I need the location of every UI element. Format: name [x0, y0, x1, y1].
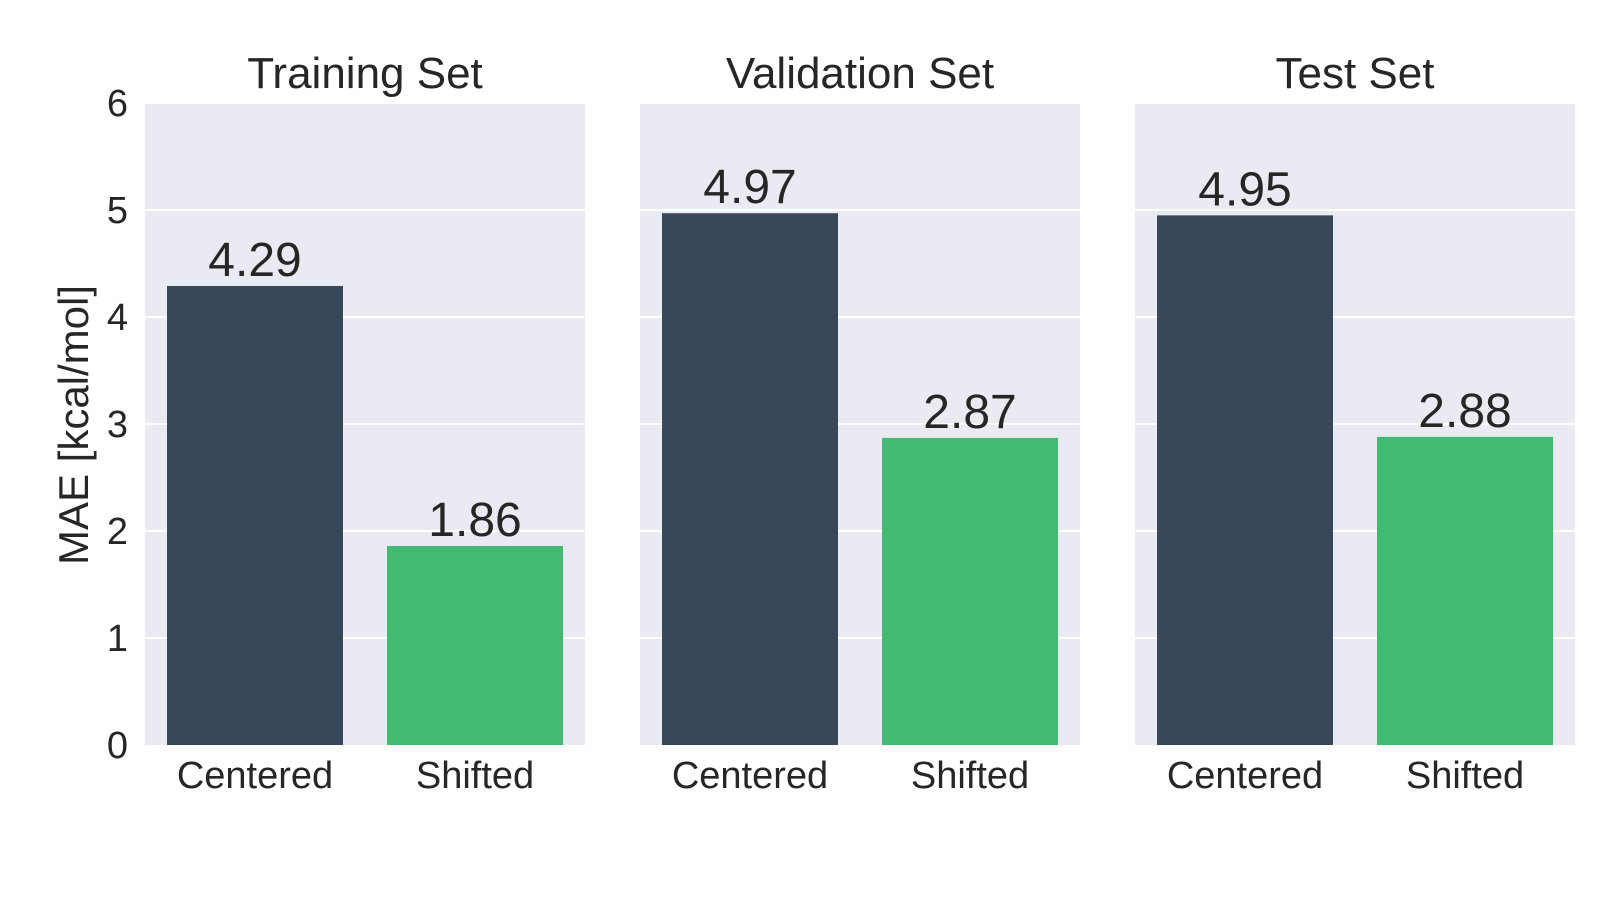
- y-tick-label: 1: [107, 618, 128, 660]
- chart-panel: Test Set 4.95 Centered 2.88 Shifted: [1135, 49, 1575, 797]
- x-tick-label: Centered: [1167, 755, 1323, 797]
- y-tick-label: 6: [107, 83, 128, 125]
- x-tick-label: Centered: [177, 755, 333, 797]
- bar-value-label: 4.97: [703, 161, 796, 214]
- panel-title: Validation Set: [726, 49, 994, 98]
- bar: [882, 437, 1058, 745]
- chart-panel: Training Set 4.29 Centered 1.86 Shifted: [145, 49, 585, 797]
- y-tick-label: 4: [107, 297, 128, 339]
- y-tick-label: 2: [107, 511, 128, 553]
- y-tick-label: 3: [107, 404, 128, 446]
- bar: [662, 213, 838, 745]
- bar: [167, 285, 343, 745]
- chart-panel: Validation Set 4.97 Centered 2.87 Shifted: [640, 49, 1080, 797]
- panel-title: Training Set: [247, 49, 483, 98]
- y-tick-label: 0: [107, 725, 128, 767]
- y-tick-label: 5: [107, 190, 128, 232]
- x-tick-label: Shifted: [416, 755, 534, 797]
- bar-value-label: 4.29: [208, 234, 301, 287]
- x-tick-label: Shifted: [911, 755, 1029, 797]
- x-tick-label: Shifted: [1406, 755, 1524, 797]
- bar: [1377, 436, 1553, 745]
- panel-title: Test Set: [1276, 49, 1435, 98]
- y-axis: 0 1 2 3 4 5 6: [107, 83, 128, 767]
- chart-panels: Training Set4.29Centered1.86ShiftedValid…: [145, 49, 1575, 797]
- bar-value-label: 2.87: [923, 386, 1016, 439]
- x-tick-label: Centered: [672, 755, 828, 797]
- y-axis-label: MAE [kcal/mol]: [50, 285, 97, 565]
- bar-value-label: 4.95: [1198, 163, 1291, 216]
- bar: [387, 545, 563, 745]
- bar-value-label: 2.88: [1418, 385, 1511, 438]
- bar: [1157, 215, 1333, 746]
- bar-value-label: 1.86: [428, 494, 521, 547]
